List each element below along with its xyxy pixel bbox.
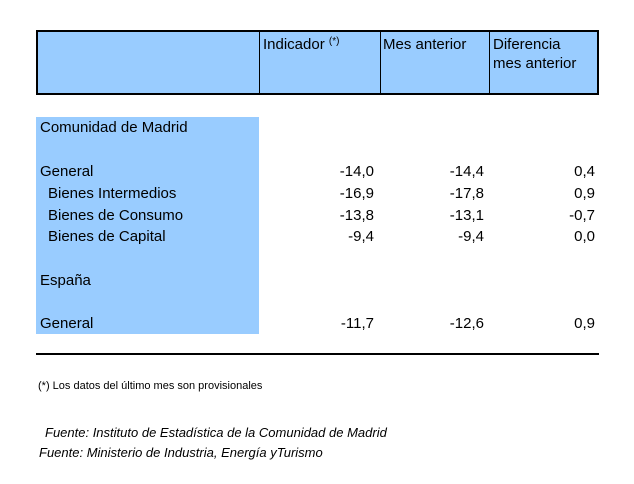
source-line: Fuente: Ministerio de Industria, Energía…	[39, 445, 323, 460]
cell-mes-anterior: -13,1	[449, 207, 484, 224]
label-column-background	[36, 117, 259, 334]
table-header: Indicador (*) Mes anterior Diferencia me…	[36, 30, 599, 95]
cell-mes-anterior: -14,4	[449, 163, 484, 180]
header-mes-anterior: Mes anterior	[383, 36, 467, 53]
cell-indicador: -11,7	[340, 315, 374, 332]
cell-mes-anterior: -9,4	[458, 228, 484, 245]
cell-indicador: -9,4	[348, 228, 374, 245]
row-label: General	[40, 315, 94, 332]
row-label: Bienes de Consumo	[48, 207, 184, 224]
footnote: (*) Los datos del último mes son provisi…	[38, 380, 263, 392]
cell-indicador: -13,8	[339, 207, 374, 224]
header-indicador-footnote-mark: (*)	[328, 36, 340, 47]
cell-diferencia: -0,7	[569, 207, 595, 224]
column-divider	[259, 32, 260, 93]
table-bottom-rule	[36, 353, 599, 355]
cell-indicador: -14,0	[339, 163, 374, 180]
cell-indicador: -16,9	[339, 185, 374, 202]
header-diferencia: Diferencia mes anterior	[493, 35, 576, 73]
header-diferencia-line1: Diferencia	[493, 36, 561, 53]
header-indicador: Indicador (*)	[263, 35, 339, 54]
section-title-madrid: Comunidad de Madrid	[40, 119, 188, 136]
cell-mes-anterior: -17,8	[449, 185, 484, 202]
row-label: Bienes Intermedios	[48, 185, 177, 202]
cell-diferencia: 0,0	[574, 228, 595, 245]
header-diferencia-line2: mes anterior	[493, 55, 577, 72]
source-line: Fuente: Instituto de Estadística de la C…	[45, 425, 387, 440]
cell-diferencia: 0,9	[574, 185, 595, 202]
row-label: Bienes de Capital	[48, 228, 166, 245]
cell-mes-anterior: -12,6	[449, 315, 484, 332]
section-title-espana: España	[40, 272, 91, 289]
row-label: General	[40, 163, 94, 180]
header-indicador-label: Indicador	[263, 36, 325, 53]
column-divider	[380, 32, 381, 93]
cell-diferencia: 0,9	[574, 315, 595, 332]
column-divider	[489, 32, 490, 93]
cell-diferencia: 0,4	[574, 163, 595, 180]
